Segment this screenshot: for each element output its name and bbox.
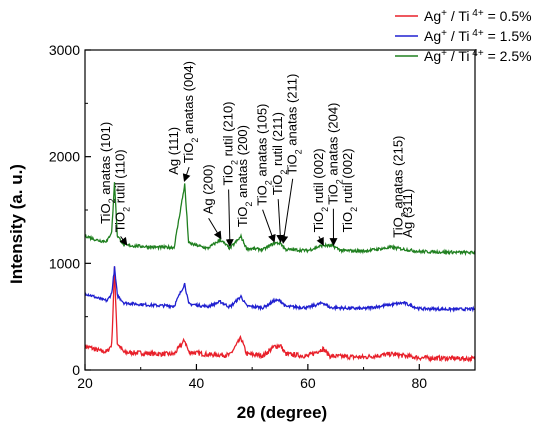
- plot-frame: [84, 49, 476, 371]
- peak-label-10: TiO2 rutil (002): [311, 148, 330, 232]
- peak-label-0: TiO2 anatas (101): [98, 122, 117, 224]
- y-tick-label: 1000: [49, 255, 80, 271]
- series-layer: [84, 182, 476, 363]
- peak-arrow-7: [262, 209, 276, 243]
- peak-label-5: TiO2 rutil (210): [221, 101, 240, 185]
- x-tick-label: 60: [300, 375, 316, 391]
- peak-label-8: TiO2 rutil (211): [270, 112, 289, 195]
- y-tick-label: 0: [72, 362, 80, 378]
- peak-label-2: Ag (111): [166, 127, 181, 175]
- peak-arrow-9: [280, 178, 294, 244]
- legend-entry-2: Ag+ / Ti 4+ = 2.5%: [424, 48, 532, 65]
- legend-entry-1: Ag+ / Ti 4+ = 1.5%: [424, 28, 532, 45]
- x-axis-label: 2θ (degree): [237, 403, 327, 422]
- peak-arrow-10: [316, 236, 324, 246]
- x-tick-label: 40: [189, 375, 205, 391]
- axes: 20 40 60 80 0 1000 2000 3000: [49, 42, 476, 391]
- legend: Ag+ / Ti 4+ = 0.5% Ag+ / Ti 4+ = 1.5% Ag+ …: [395, 8, 532, 65]
- x-tick-label: 80: [411, 375, 427, 391]
- peak-annotations: TiO2 anatas (101)TiO2 rutil (110) Ag (111…: [98, 61, 415, 248]
- peak-label-4: Ag (200): [201, 164, 216, 214]
- peak-arrow-8: [276, 199, 285, 243]
- peak-label-7: TiO2 anatas (105): [255, 104, 274, 206]
- peak-label-11: TiO2 anatas (204): [325, 103, 344, 205]
- peak-label-13: TiO2 anatas (215): [391, 136, 410, 238]
- y-tick-label: 3000: [49, 42, 80, 58]
- peak-arrow-1: [119, 236, 128, 246]
- y-tick-label: 2000: [49, 149, 80, 165]
- series-line-0: [84, 266, 476, 363]
- x-tick-label: 20: [77, 375, 93, 391]
- peak-arrow-4: [208, 218, 222, 240]
- peak-label-6: TiO2 anatas (200): [235, 125, 254, 227]
- peak-label-1: TiO2 rutil (110): [113, 149, 132, 232]
- peak-arrow-5: [225, 189, 234, 248]
- peak-arrow-3: [182, 166, 191, 182]
- peak-label-3: TiO2 anatas (004): [181, 61, 200, 163]
- peak-label-9: TiO2 anatas (211): [285, 74, 304, 175]
- peak-label-12: TiO2 rutil (002): [340, 148, 359, 232]
- legend-entry-0: Ag+ / Ti 4+ = 0.5%: [424, 8, 532, 25]
- y-axis-label: Intensity (a. u.): [7, 164, 26, 284]
- series-line-1: [84, 266, 476, 313]
- peak-label-14: Ag (311): [400, 189, 415, 238]
